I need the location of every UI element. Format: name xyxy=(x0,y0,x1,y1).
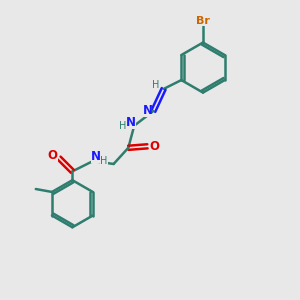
Text: H: H xyxy=(152,80,159,90)
Text: N: N xyxy=(91,150,101,163)
Text: O: O xyxy=(149,140,159,153)
Text: O: O xyxy=(48,149,58,162)
Text: N: N xyxy=(142,104,152,118)
Text: Br: Br xyxy=(196,16,210,26)
Text: H: H xyxy=(100,156,108,166)
Text: H: H xyxy=(119,121,127,131)
Text: N: N xyxy=(126,116,136,129)
